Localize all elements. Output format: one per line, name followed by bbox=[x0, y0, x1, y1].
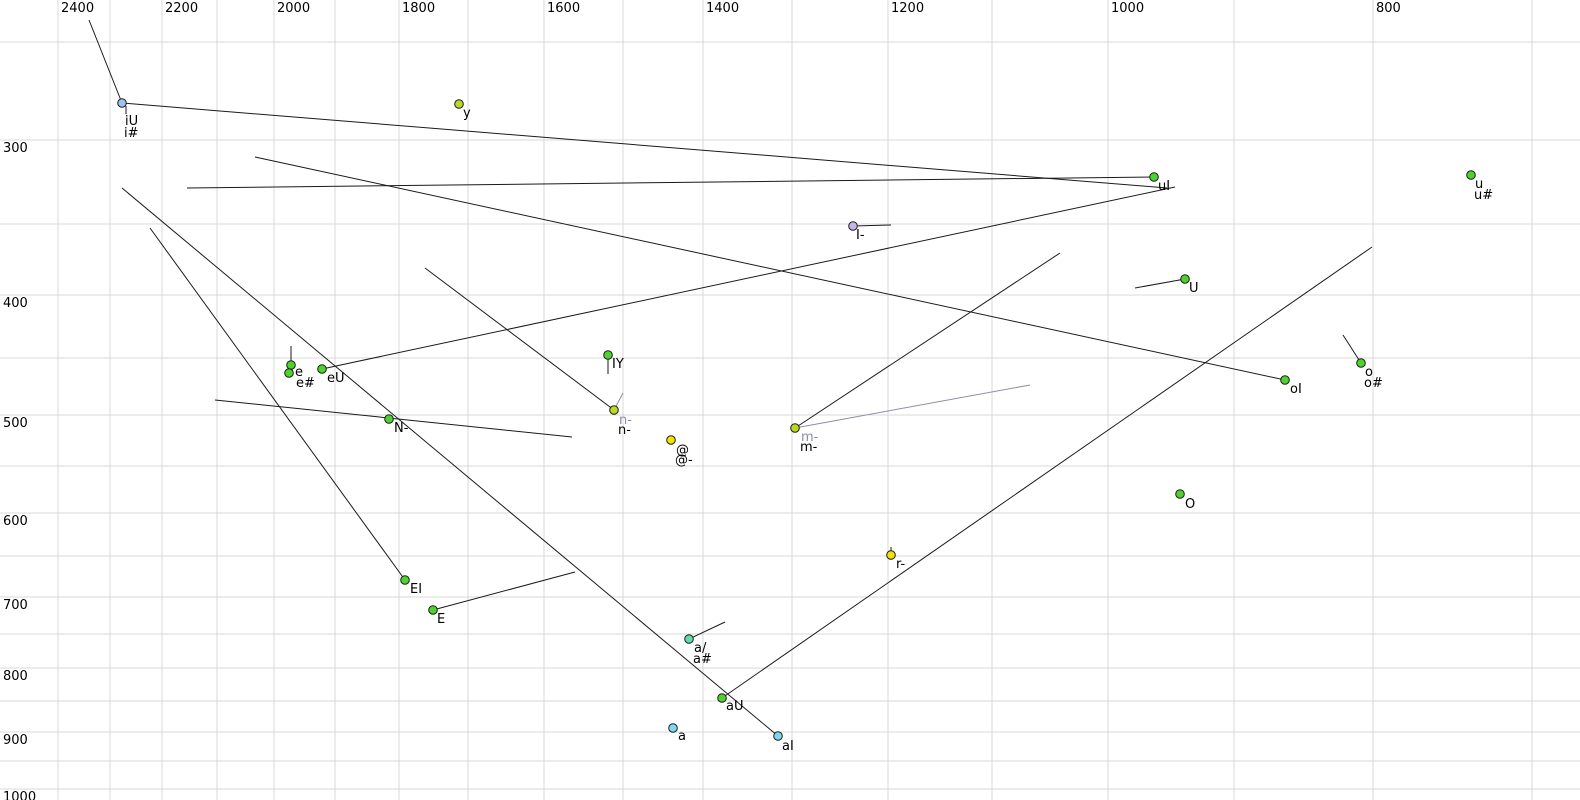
x-axis-tick-2400: 2400 bbox=[61, 1, 94, 16]
y-axis-tick-900: 900 bbox=[3, 733, 28, 748]
data-point-I-[interactable] bbox=[848, 221, 858, 231]
x-axis-tick-2000: 2000 bbox=[277, 1, 310, 16]
point-label-y: y bbox=[463, 106, 471, 121]
data-point-@[interactable] bbox=[666, 435, 676, 445]
y-axis-tick-300: 300 bbox=[3, 141, 28, 156]
point-label-n-: n- bbox=[619, 413, 632, 428]
data-point-r-[interactable] bbox=[886, 550, 896, 560]
data-point-EI[interactable] bbox=[400, 575, 410, 585]
trajectory-line-o-glide bbox=[1342, 334, 1362, 364]
point-label-i#: i# bbox=[124, 126, 139, 141]
trajectory-line-a-slash-glide bbox=[688, 621, 726, 640]
point-label-@-: @- bbox=[675, 453, 693, 468]
trajectory-line-uI-glide bbox=[186, 176, 1155, 189]
y-axis-tick-1000: 1000 bbox=[3, 790, 36, 800]
x-axis-tick-1000: 1000 bbox=[1111, 1, 1144, 16]
data-point-oI[interactable] bbox=[1280, 375, 1290, 385]
x-axis-tick-1800: 1800 bbox=[402, 1, 435, 16]
trajectory-line-EI-glide bbox=[149, 227, 406, 581]
data-point-a/[interactable] bbox=[684, 634, 694, 644]
data-point-iU[interactable] bbox=[117, 98, 127, 108]
point-label-IY: IY bbox=[612, 357, 624, 372]
point-label-aI: aI bbox=[782, 739, 794, 754]
trajectory-line-m-gray-glide bbox=[794, 384, 1031, 429]
point-label-o: o bbox=[1365, 365, 1373, 380]
trajectory-layer bbox=[88, 19, 1373, 737]
point-label-E: E bbox=[437, 612, 445, 627]
point-label-u#: u# bbox=[1474, 188, 1493, 203]
point-label-m-: m- bbox=[801, 430, 819, 445]
point-label-O: O bbox=[1185, 497, 1195, 512]
y-axis-tick-800: 800 bbox=[3, 669, 28, 684]
x-axis-tick-800: 800 bbox=[1376, 1, 1401, 16]
data-point-e#[interactable] bbox=[284, 368, 294, 378]
x-axis-tick-1600: 1600 bbox=[547, 1, 580, 16]
point-label-r-: r- bbox=[896, 557, 906, 572]
axis-layer: 2400 2200 2000 1800 1600 1400 1200 1000 800 300 40… bbox=[3, 1, 1401, 800]
point-label-m-: m- bbox=[800, 440, 818, 455]
trajectory-line-iU-glide bbox=[121, 102, 1168, 189]
point-label-@: @ bbox=[676, 443, 689, 458]
point-label-uI: uI bbox=[1158, 179, 1170, 194]
trajectory-line-U-glide bbox=[1134, 278, 1186, 289]
data-point-n-[interactable] bbox=[609, 405, 619, 415]
point-label-u: u bbox=[1475, 177, 1483, 192]
data-point-U[interactable] bbox=[1180, 274, 1190, 284]
point-label-N-: N- bbox=[394, 421, 409, 436]
trajectory-line-I-glide bbox=[852, 224, 892, 227]
data-point-u[interactable] bbox=[1466, 170, 1476, 180]
label-layer: iUi# y uI I-uu# Uee# eU IY n-n- @@- m-m-oo# oI Or- N… bbox=[124, 106, 1493, 754]
trajectory-line-n-glide bbox=[424, 267, 615, 411]
data-point-N-[interactable] bbox=[384, 414, 394, 424]
data-point-a[interactable] bbox=[668, 723, 678, 733]
data-point-E[interactable] bbox=[428, 605, 438, 615]
data-point-O[interactable] bbox=[1175, 489, 1185, 499]
point-label-eU: eU bbox=[327, 371, 345, 386]
data-point-layer bbox=[117, 98, 1476, 741]
point-label-oI: oI bbox=[1290, 382, 1302, 397]
point-label-U: U bbox=[1189, 281, 1199, 296]
data-point-IY[interactable] bbox=[603, 350, 613, 360]
point-label-I-: I- bbox=[856, 228, 865, 243]
y-axis-tick-700: 700 bbox=[3, 598, 28, 613]
trajectory-line-E-glide bbox=[432, 571, 576, 611]
data-point-o[interactable] bbox=[1356, 358, 1366, 368]
trajectory-line-eU-glide bbox=[321, 186, 1176, 370]
point-label-aU: aU bbox=[726, 699, 743, 714]
data-point-e[interactable] bbox=[286, 360, 296, 370]
data-point-aU[interactable] bbox=[717, 693, 727, 703]
y-axis-tick-600: 600 bbox=[3, 514, 28, 529]
point-label-n-: n- bbox=[618, 423, 631, 438]
trajectory-line-oI-glide bbox=[254, 156, 1286, 381]
y-axis-tick-400: 400 bbox=[3, 296, 28, 311]
data-point-aI[interactable] bbox=[773, 731, 783, 741]
point-label-iU: iU bbox=[125, 114, 138, 129]
point-label-EI: EI bbox=[410, 582, 422, 597]
x-axis-tick-1200: 1200 bbox=[891, 1, 924, 16]
point-label-a/: a/ bbox=[694, 641, 707, 656]
point-label-o#: o# bbox=[1364, 376, 1383, 391]
trajectory-line-m-glide bbox=[794, 252, 1061, 429]
x-axis-tick-2200: 2200 bbox=[165, 1, 198, 16]
data-point-uI[interactable] bbox=[1149, 172, 1159, 182]
trajectory-line-aU-glide bbox=[721, 246, 1373, 699]
trajectory-line-into-iU-from-top bbox=[88, 19, 123, 104]
data-point-y[interactable] bbox=[454, 99, 464, 109]
point-label-e: e bbox=[295, 365, 303, 380]
x-axis-tick-1400: 1400 bbox=[706, 1, 739, 16]
data-point-m-[interactable] bbox=[790, 423, 800, 433]
y-axis-tick-500: 500 bbox=[3, 416, 28, 431]
point-label-e#: e# bbox=[296, 376, 315, 391]
point-label-a: a bbox=[678, 729, 686, 744]
trajectory-line-aI-glide bbox=[121, 187, 779, 737]
data-point-eU[interactable] bbox=[317, 364, 327, 374]
point-label-a#: a# bbox=[693, 652, 712, 667]
